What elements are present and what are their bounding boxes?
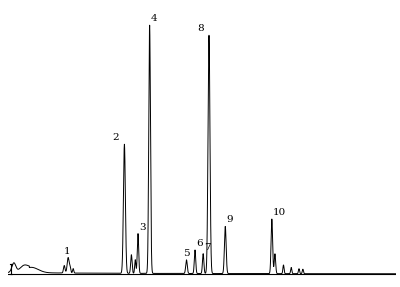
Text: 3: 3 — [139, 223, 146, 232]
Text: 4: 4 — [151, 14, 158, 23]
Text: 6: 6 — [196, 239, 202, 248]
Text: 8: 8 — [197, 24, 204, 33]
Text: 9: 9 — [226, 215, 233, 224]
Text: 5: 5 — [182, 249, 189, 258]
Text: 1: 1 — [64, 247, 70, 257]
Text: 2: 2 — [113, 133, 119, 142]
Text: 7: 7 — [204, 243, 211, 252]
Text: 10: 10 — [273, 208, 286, 217]
